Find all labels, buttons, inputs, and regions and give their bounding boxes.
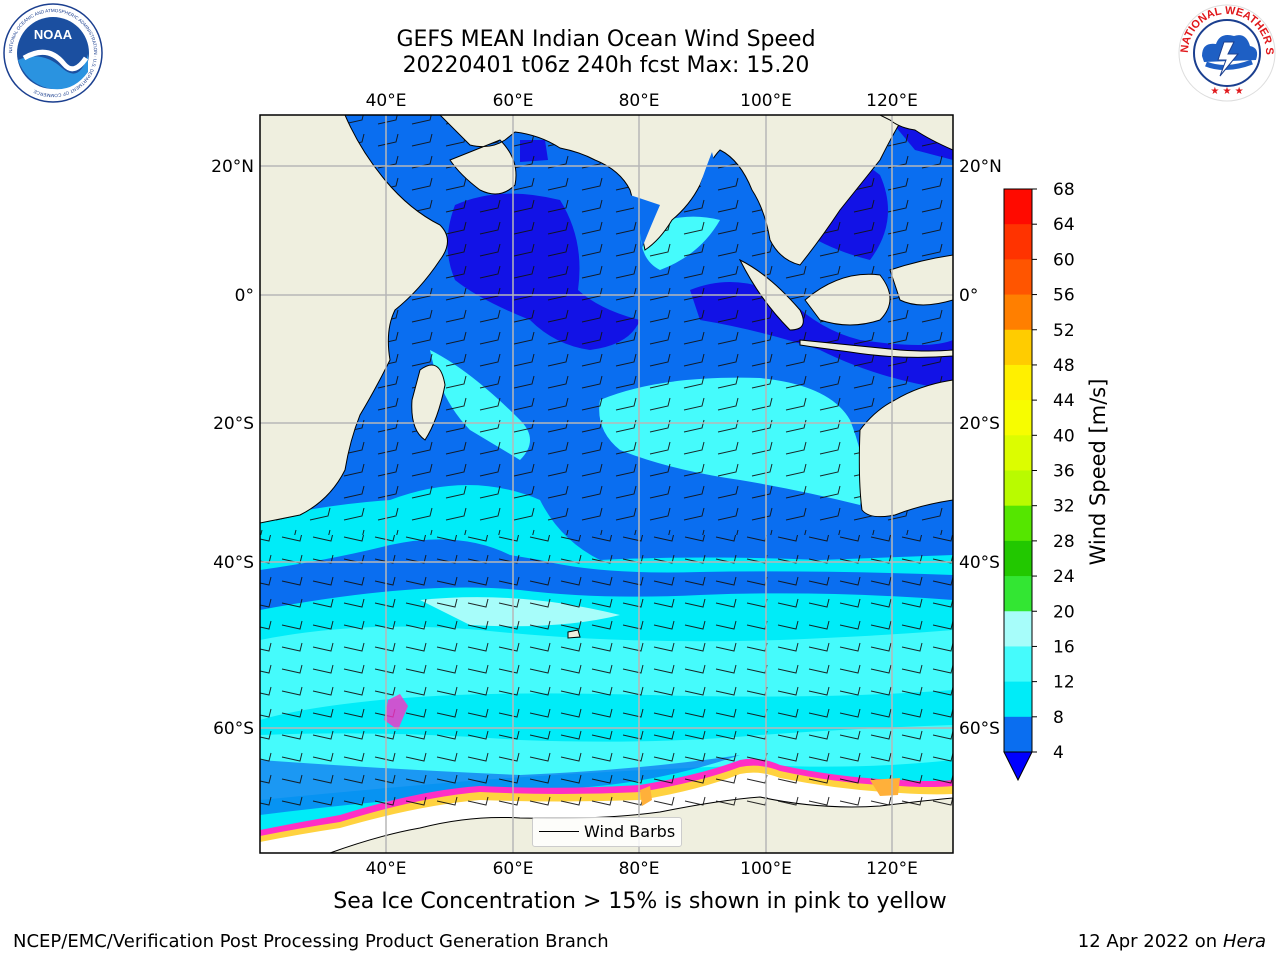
- lat-label-left: 60°S: [213, 719, 254, 739]
- colorbar-segment: [1004, 470, 1032, 507]
- colorbar-tick-label: 60: [1053, 250, 1075, 270]
- colorbar: 68 64 60 56 52 48 44 40 36 32 28 24 20 16 12 8 4: [1003, 180, 1075, 782]
- lat-label-left: 40°S: [213, 553, 254, 573]
- lon-label-top: 80°E: [619, 91, 660, 111]
- colorbar-underflow-arrow: [1003, 751, 1033, 782]
- lat-label-right: 20°N: [959, 157, 1002, 177]
- colorbar-tick-label: 4: [1053, 743, 1064, 763]
- lat-label-left: 20°N: [211, 157, 254, 177]
- lat-label-right: 60°S: [959, 719, 1000, 739]
- lat-label-left: 20°S: [213, 414, 254, 434]
- noaa-logo: NOAA NATIONAL OCEANIC AND ATMOSPHERIC AD…: [3, 3, 103, 103]
- lat-label-right: 0°: [959, 286, 978, 306]
- lon-label-top: 120°E: [866, 91, 918, 111]
- colorbar-segment: [1004, 259, 1032, 296]
- lon-label-bottom: 100°E: [740, 859, 792, 879]
- chart-title-line-1: GEFS MEAN Indian Ocean Wind Speed: [396, 27, 816, 52]
- colorbar-tick-label: 16: [1053, 637, 1075, 657]
- sea-ice-note: Sea Ice Concentration > 15% is shown in …: [333, 889, 947, 914]
- lon-label-bottom: 120°E: [866, 859, 918, 879]
- colorbar-tick-label: 36: [1053, 462, 1075, 482]
- footer-date: 12 Apr 2022 on Hera: [1078, 931, 1266, 952]
- colorbar-tick-label: 52: [1053, 321, 1075, 341]
- africa-land: [260, 115, 448, 524]
- colorbar-segment: [1004, 540, 1032, 577]
- colorbar-segment: [1004, 364, 1032, 401]
- chart-title-line-2: 20220401 t06z 240h fcst Max: 15.20: [402, 53, 810, 78]
- colorbar-segment: [1004, 646, 1032, 683]
- colorbar-segment: [1004, 329, 1032, 366]
- lon-label-top: 100°E: [740, 91, 792, 111]
- legend-line-icon: [539, 831, 579, 832]
- colorbar-tick-label: 56: [1053, 286, 1075, 306]
- colorbar-tick-label: 48: [1053, 356, 1075, 376]
- madagascar-land: [411, 364, 446, 441]
- wind-barbs-legend: Wind Barbs: [532, 817, 682, 847]
- kerguelen-island: [567, 629, 581, 639]
- colorbar-title: Wind Speed [m/s]: [1086, 379, 1110, 566]
- footer-machine: Hera: [1222, 931, 1266, 952]
- java-land: [799, 339, 953, 358]
- colorbar-segment: [1004, 294, 1032, 331]
- asia-land: [360, 115, 906, 266]
- map-frame: [259, 114, 954, 854]
- colorbar-tick-label: 12: [1053, 673, 1075, 693]
- colorbar-tick-label: 8: [1053, 708, 1064, 728]
- colorbar-tick-label: 40: [1053, 426, 1075, 446]
- colorbar-segment: [1004, 400, 1032, 436]
- lat-label-left: 0°: [235, 286, 254, 306]
- colorbar-segment: [1004, 505, 1032, 542]
- colorbar-segment: [1004, 576, 1032, 612]
- nws-logo: NATIONAL WEATHER SERVICE ★ ★ ★: [1176, 2, 1276, 102]
- colorbar-segment: [1004, 224, 1032, 260]
- lon-label-top: 40°E: [366, 91, 407, 111]
- noaa-logo-text: NOAA: [34, 27, 73, 42]
- colorbar-segment: [1004, 189, 1032, 225]
- footer-date-text: 12 Apr 2022 on: [1077, 931, 1223, 952]
- colorbar-tick-label: 28: [1053, 532, 1075, 552]
- lon-label-bottom: 40°E: [366, 859, 407, 879]
- lon-label-bottom: 60°E: [493, 859, 534, 879]
- lat-label-right: 40°S: [959, 553, 1000, 573]
- colorbar-tick-label: 24: [1053, 567, 1075, 587]
- svg-text:★ ★ ★: ★ ★ ★: [1210, 86, 1243, 97]
- colorbar-tick-label: 64: [1053, 215, 1075, 235]
- borneo-land: [804, 273, 891, 326]
- lon-label-bottom: 80°E: [619, 859, 660, 879]
- lon-label-top: 60°E: [493, 91, 534, 111]
- map-area: [260, 115, 953, 853]
- colorbar-segment: [1004, 716, 1032, 753]
- colorbar-tick-label: 68: [1053, 180, 1075, 200]
- colorbar-segment: [1004, 611, 1032, 647]
- colorbar-tick-label: 20: [1053, 602, 1075, 622]
- colorbar-segment: [1004, 435, 1032, 471]
- colorbar-tick-label: 32: [1053, 497, 1075, 517]
- legend-label: Wind Barbs: [584, 822, 676, 841]
- australia-land: [858, 379, 953, 518]
- gridlines: [260, 115, 953, 853]
- footer-credit: NCEP/EMC/Verification Post Processing Pr…: [13, 931, 609, 952]
- colorbar-tick-label: 44: [1053, 391, 1075, 411]
- lat-label-right: 20°S: [959, 414, 1000, 434]
- colorbar-segment: [1004, 681, 1032, 718]
